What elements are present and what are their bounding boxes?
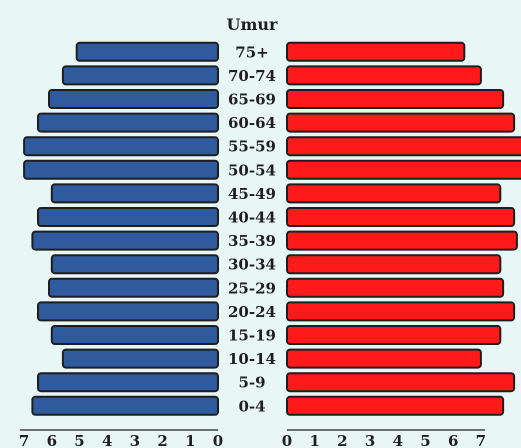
bar-left-5-9 [37, 372, 219, 393]
bar-right-70-74 [286, 65, 482, 86]
bar-right-30-34 [286, 254, 502, 275]
bar-left-20-24 [37, 301, 219, 322]
bar-right-25-29 [286, 277, 505, 298]
age-label-65-69: 65-69 [228, 91, 276, 109]
bar-left-55-59 [23, 136, 219, 157]
tick-left-4: 4 [102, 432, 112, 448]
age-label-70-74: 70-74 [228, 67, 276, 85]
age-label-55-59: 55-59 [228, 138, 276, 156]
age-label-40-44: 40-44 [228, 209, 276, 227]
tick-right-2: 2 [337, 432, 347, 448]
age-label-20-24: 20-24 [228, 303, 276, 321]
bar-left-70-74 [61, 65, 220, 86]
age-label-75+: 75+ [235, 43, 268, 61]
tick-left-7: 7 [19, 432, 29, 448]
bar-right-20-24 [286, 301, 516, 322]
tick-left-1: 1 [185, 432, 195, 448]
tick-right-1: 1 [309, 432, 319, 448]
bar-left-25-29 [48, 277, 219, 298]
bar-right-40-44 [286, 207, 516, 227]
tick-left-6: 6 [47, 432, 57, 448]
bar-left-30-34 [50, 254, 219, 275]
age-axis-title: Umur [227, 15, 279, 34]
age-label-5-9: 5-9 [238, 374, 265, 392]
bar-left-40-44 [37, 207, 219, 227]
tick-left-2: 2 [157, 432, 167, 448]
tick-right-6: 6 [448, 432, 458, 448]
tick-right-5: 5 [420, 432, 430, 448]
age-label-0-4: 0-4 [238, 397, 265, 415]
bar-left-75+ [75, 41, 219, 62]
age-label-10-14: 10-14 [228, 350, 276, 368]
bar-right-75+ [286, 41, 466, 62]
bar-left-50-54 [23, 159, 219, 180]
age-label-45-49: 45-49 [228, 185, 276, 203]
bar-right-5-9 [286, 372, 516, 393]
tick-right-3: 3 [365, 432, 375, 448]
age-label-50-54: 50-54 [228, 161, 276, 179]
bar-left-65-69 [48, 89, 219, 109]
tick-right-7: 7 [476, 432, 486, 448]
age-label-25-29: 25-29 [228, 279, 276, 297]
tick-left-3: 3 [130, 432, 140, 448]
bar-left-10-14 [61, 348, 220, 369]
bar-left-15-19 [50, 325, 219, 345]
bar-right-0-4 [286, 395, 505, 416]
bar-right-50-54 [286, 159, 521, 180]
bar-right-10-14 [286, 348, 482, 369]
bar-right-55-59 [286, 136, 521, 157]
tick-left-5: 5 [74, 432, 84, 448]
age-label-15-19: 15-19 [228, 327, 276, 345]
bar-right-65-69 [286, 89, 505, 109]
bar-left-45-49 [50, 183, 219, 204]
tick-right-0: 0 [282, 432, 292, 448]
age-label-60-64: 60-64 [228, 114, 276, 132]
age-label-35-39: 35-39 [228, 232, 276, 250]
bar-right-45-49 [286, 183, 502, 204]
bar-left-60-64 [37, 112, 219, 133]
bar-right-15-19 [286, 325, 502, 345]
bar-left-0-4 [31, 395, 220, 416]
tick-left-0: 0 [213, 432, 223, 448]
bar-right-35-39 [286, 230, 518, 251]
tick-right-4: 4 [393, 432, 403, 448]
bar-right-60-64 [286, 112, 516, 133]
age-label-30-34: 30-34 [228, 256, 276, 274]
bar-left-35-39 [31, 230, 220, 251]
